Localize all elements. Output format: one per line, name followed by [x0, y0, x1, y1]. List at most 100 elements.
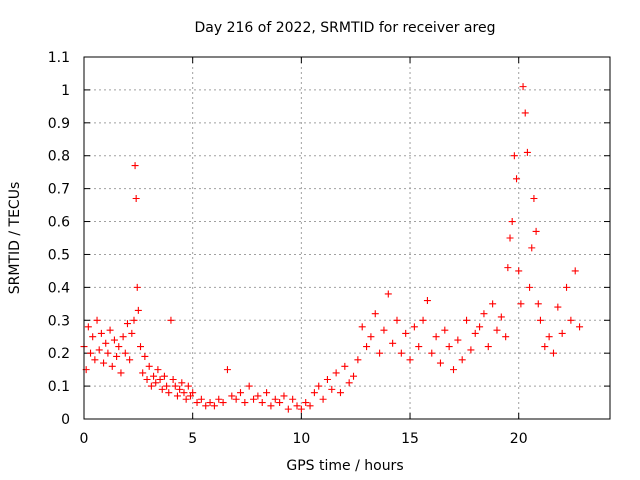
data-point	[528, 244, 536, 252]
data-point	[126, 356, 134, 364]
y-tick-label: 0.4	[48, 280, 70, 296]
data-point	[323, 376, 331, 384]
x-axis-label: GPS time / hours	[286, 458, 403, 474]
data-point	[176, 385, 184, 393]
data-point	[393, 316, 401, 324]
data-point	[315, 382, 323, 390]
data-point	[91, 356, 99, 364]
data-point	[97, 329, 105, 337]
data-point	[454, 336, 462, 344]
data-point	[428, 349, 436, 357]
y-tick-label: 0.8	[48, 149, 70, 165]
grid-lines	[84, 57, 610, 419]
data-point	[450, 366, 458, 374]
data-point	[302, 399, 310, 407]
data-point	[110, 336, 118, 344]
data-point	[489, 300, 497, 308]
y-tick-label: 0.3	[48, 313, 70, 329]
data-point	[119, 333, 127, 341]
data-point	[389, 339, 397, 347]
data-point	[423, 297, 431, 305]
data-point	[504, 264, 512, 272]
data-point	[95, 346, 103, 354]
data-point	[184, 382, 192, 390]
data-point	[171, 382, 179, 390]
data-point	[532, 227, 540, 235]
data-point	[563, 283, 571, 291]
data-point	[508, 218, 516, 226]
y-tick-label: 1.1	[48, 50, 70, 66]
data-point	[280, 392, 288, 400]
data-point	[567, 316, 575, 324]
data-point	[121, 349, 129, 357]
data-point	[480, 310, 488, 318]
data-point	[519, 83, 527, 91]
data-point	[147, 382, 155, 390]
data-point	[367, 333, 375, 341]
data-point	[484, 343, 492, 351]
y-tick-label: 0.2	[48, 346, 70, 362]
x-tick-label: 10	[292, 431, 310, 447]
data-point	[131, 162, 139, 170]
data-point	[554, 303, 562, 311]
data-point	[113, 352, 121, 360]
data-point	[363, 343, 371, 351]
data-point	[93, 316, 101, 324]
data-point	[513, 175, 521, 183]
data-point	[169, 376, 177, 384]
data-point	[189, 389, 197, 397]
data-point	[236, 389, 244, 397]
data-point	[397, 349, 405, 357]
plot-frame	[83, 56, 611, 420]
y-tick-label: 0.7	[48, 182, 70, 198]
data-point	[476, 323, 484, 331]
data-point	[108, 362, 116, 370]
data-point	[515, 267, 523, 275]
data-point	[215, 395, 223, 403]
data-point	[523, 148, 531, 156]
data-point	[350, 372, 358, 380]
data-point	[210, 402, 218, 410]
data-point	[336, 389, 344, 397]
y-tick-label: 0.1	[48, 379, 70, 395]
data-point	[100, 359, 108, 367]
data-point	[84, 323, 92, 331]
data-point	[332, 369, 340, 377]
data-point	[152, 379, 160, 387]
data-point	[167, 316, 175, 324]
data-point	[276, 399, 284, 407]
data-point	[289, 395, 297, 403]
data-point	[228, 392, 236, 400]
data-point	[87, 349, 95, 357]
data-point	[380, 326, 388, 334]
data-point	[534, 300, 542, 308]
data-point	[158, 385, 166, 393]
data-point	[258, 399, 266, 407]
data-point	[115, 343, 123, 351]
data-point	[139, 369, 147, 377]
data-point	[106, 326, 114, 334]
data-point	[376, 349, 384, 357]
data-point	[419, 316, 427, 324]
data-point	[128, 329, 136, 337]
data-point	[117, 369, 125, 377]
data-point	[202, 402, 210, 410]
data-point	[145, 362, 153, 370]
data-point	[223, 366, 231, 374]
data-point	[510, 152, 518, 160]
data-point	[250, 395, 258, 403]
data-point	[576, 323, 584, 331]
y-tick-label: 1	[61, 83, 70, 99]
data-point	[263, 389, 271, 397]
data-point	[232, 395, 240, 403]
data-point	[402, 329, 410, 337]
data-point	[180, 389, 188, 397]
data-point	[530, 195, 538, 203]
x-tick-label: 0	[80, 431, 89, 447]
data-point	[137, 343, 145, 351]
data-point	[123, 320, 131, 328]
x-tick-label: 20	[510, 431, 528, 447]
data-point	[506, 234, 514, 242]
data-point	[341, 362, 349, 370]
